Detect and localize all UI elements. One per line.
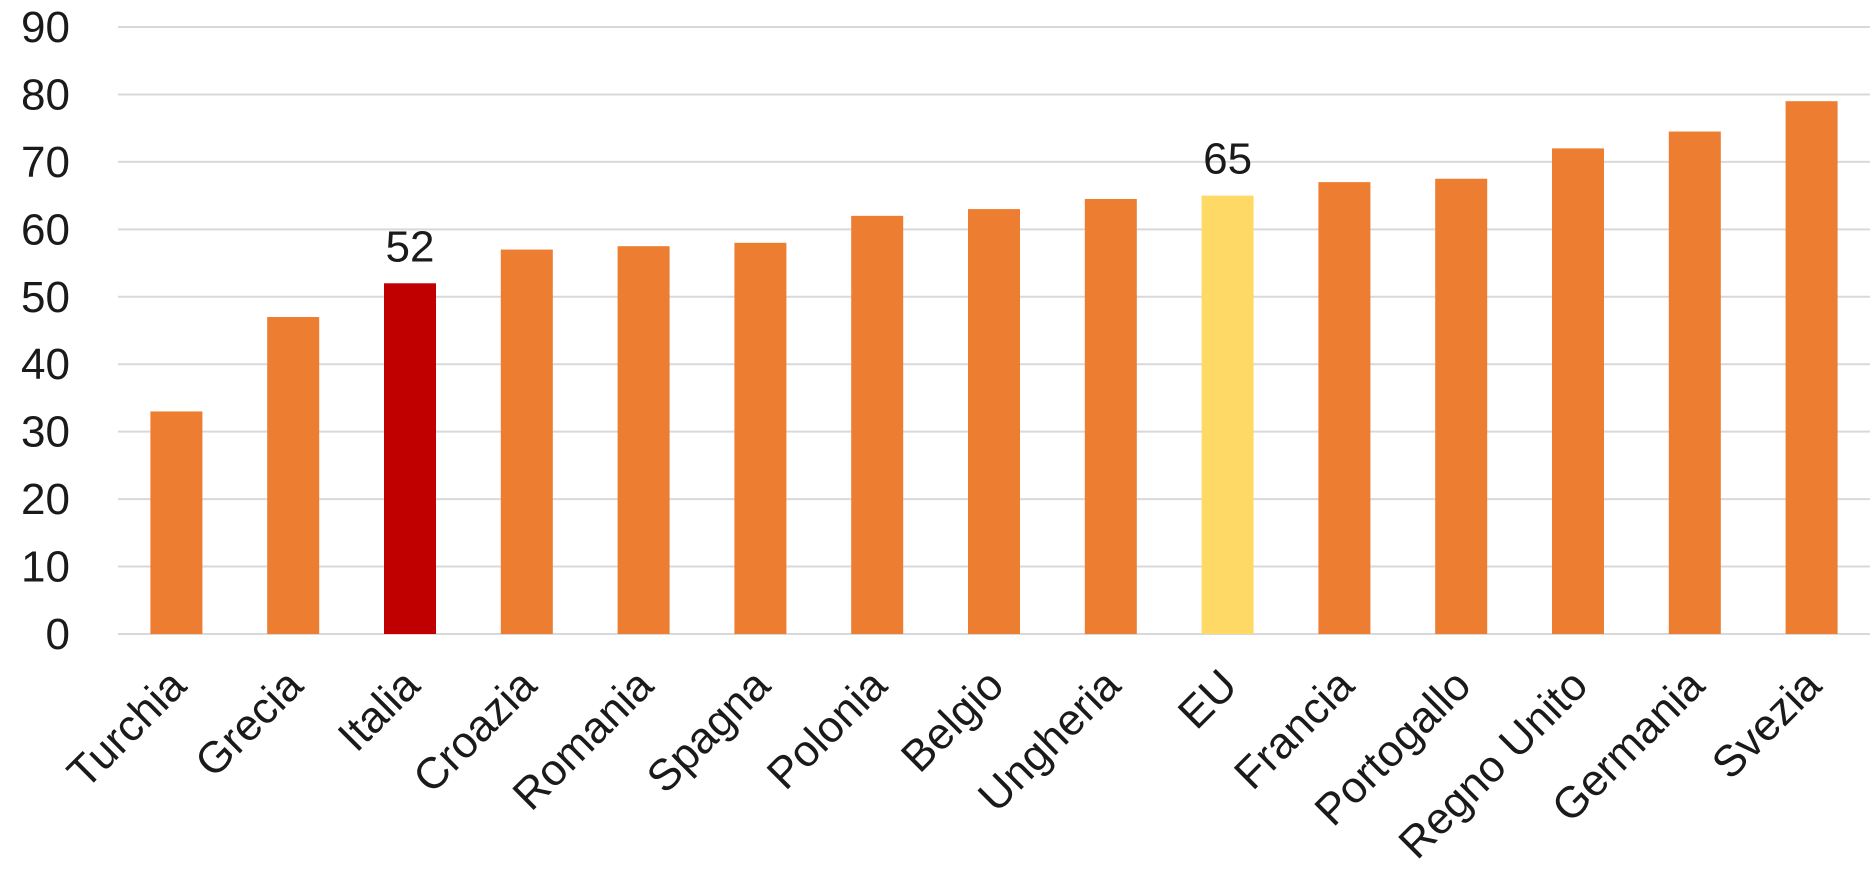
bar-eu [1201,195,1254,634]
bar-germania [1668,131,1721,635]
x-tick-label: Italia [329,660,430,761]
bar-svezia [1785,101,1838,634]
y-tick-label: 60 [21,205,70,254]
bar-ungheria [1084,198,1137,634]
y-tick-label: 90 [21,3,70,52]
x-tick-label: EU [1169,660,1247,738]
y-tick-label: 70 [21,138,70,187]
data-label: 52 [386,222,435,271]
y-tick-label: 30 [21,408,70,457]
bar-turchia [150,411,203,634]
data-label: 65 [1203,135,1252,184]
bar-spagna [734,242,787,635]
x-tick-label: Polonia [758,660,897,799]
bar-belgio [968,209,1020,634]
bar-romania [617,246,670,634]
bar-italia [384,283,436,634]
bars [150,101,1838,635]
x-tick-label: Spagna [638,660,780,802]
bar-francia [1318,182,1371,634]
y-axis-tick-labels: 0 10 20 30 40 50 60 70 80 90 [21,3,70,659]
x-tick-label: Turchia [58,660,196,798]
bar-portogallo [1435,178,1488,634]
bar-regno-unito [1552,148,1604,634]
y-tick-label: 40 [21,340,70,389]
x-tick-label: Grecia [186,660,313,787]
y-tick-label: 0 [46,610,70,659]
y-tick-label: 80 [21,70,70,119]
data-labels: 52 65 [386,135,1253,272]
y-tick-label: 50 [21,273,70,322]
bar-grecia [267,317,320,634]
bar-croazia [500,249,553,635]
y-tick-label: 20 [21,475,70,524]
y-tick-label: 10 [21,543,70,592]
x-tick-label: Svezia [1703,660,1831,788]
bar-polonia [851,215,904,634]
